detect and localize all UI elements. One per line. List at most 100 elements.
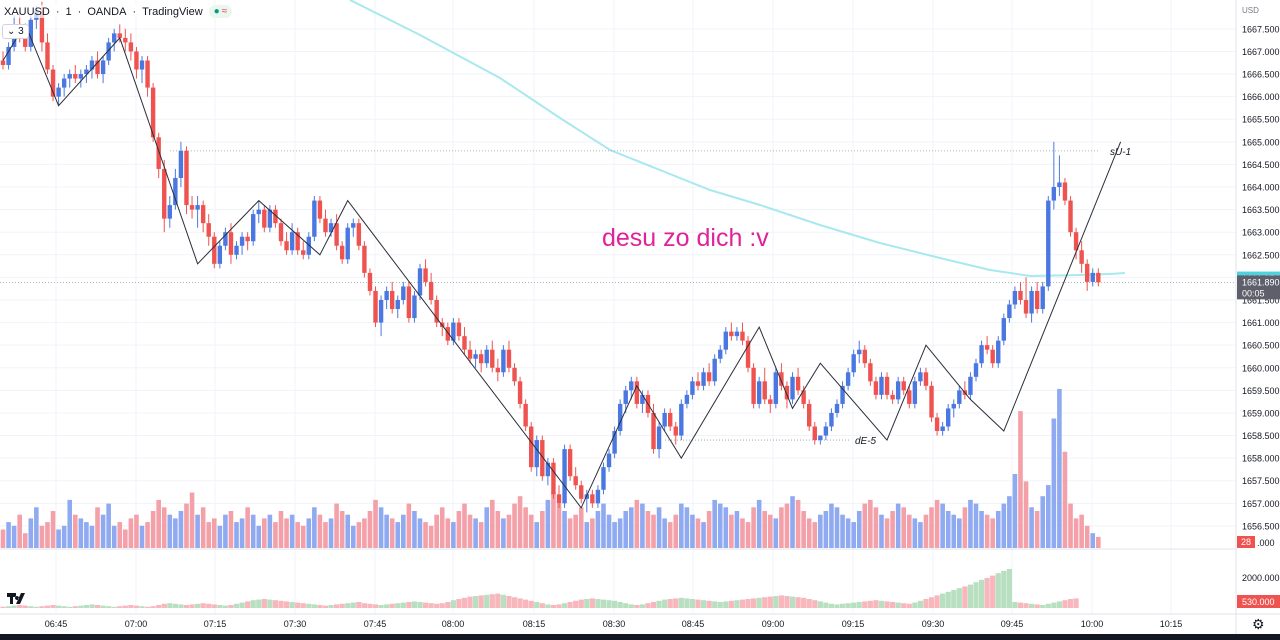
candle-body [606,453,612,468]
oscillator-bar [345,603,351,608]
oscillator-bar [990,575,996,608]
oscillator-bar [272,600,279,608]
oscillator-bar [122,605,128,608]
volume-bar [1068,503,1073,548]
candle-body [773,372,779,404]
volume-bar [962,507,968,548]
candle-body [289,232,295,251]
oscillator-bar [172,603,178,608]
candle-body [934,417,940,432]
volume-bar [345,514,351,548]
volume-bar [39,525,45,548]
candle-body [823,426,829,436]
volume-bar [523,507,528,548]
candle-body [567,449,573,477]
candle-body [690,381,695,395]
volume-bar [551,492,556,548]
oscillator-bar [306,603,312,608]
volume-bar [706,511,712,548]
oscillator-bar [233,603,240,608]
chart-annotation[interactable]: desu zo dich :v [602,224,769,252]
bottom-bar [0,634,1280,640]
candle-body [351,223,356,228]
oscillator-bar [167,603,173,608]
oscillator-bar [228,605,234,608]
interval[interactable]: 1 [65,5,72,18]
candle-body [200,205,206,224]
oscillator-bar [467,596,473,608]
oscillator-bar [634,605,640,608]
volume-bar [584,522,590,548]
volume-bar [484,507,490,548]
time-tick-label: 08:30 [603,619,626,629]
volume-bar [812,522,818,548]
volume-bar [868,499,873,548]
candle-body [195,205,200,210]
indicators-toggle[interactable]: ⌄ 3 [2,24,29,39]
volume-bar [556,503,562,548]
oscillator-bar [150,606,156,608]
volume-bar [945,511,951,548]
oscillator-bar [556,604,562,608]
gear-icon[interactable]: ⚙ [1252,616,1265,632]
oscillator-bar [545,604,551,608]
volume-tag [1237,536,1255,548]
price-axis[interactable]: 1667.500 1667.000 1666.500 1666.000 1665.500… [1235,0,1280,640]
candle-body [428,281,434,300]
candle-body [745,340,751,368]
oscillator-bar [283,601,290,608]
candle-body [384,290,389,300]
volume-bar [1012,474,1018,548]
volume-bar [567,518,573,548]
candle-body [395,299,400,310]
volume-bar [979,511,984,548]
oscillator-bar [189,604,195,608]
volume-bar [1090,533,1096,548]
market-status-badge[interactable]: ● ≈ [208,5,233,18]
oscillator-bar [884,601,890,608]
volume-bar [534,522,540,548]
oscillator-bar [778,595,784,608]
candle-body [239,236,245,246]
osc-value-tag [1237,595,1280,608]
candle-body [245,236,250,242]
oscillator-bar [5,606,12,608]
candle-body [78,74,84,79]
volume-bar [734,511,740,548]
candle-body [984,345,990,350]
candle-body [679,403,684,436]
volume-bar [1023,481,1029,548]
oscillator-bar [684,598,690,608]
oscillator-bar [862,601,868,608]
candle-body [117,33,122,38]
oscillator-bar [389,603,395,608]
candle-body [328,223,334,233]
volume-bar [1045,485,1051,548]
volume-bar [439,507,445,548]
oscillator-bar [528,600,534,608]
price-tick-label: 1658.000 [1242,454,1280,464]
oscillator-bar [584,599,590,608]
oscillator-bar [72,606,78,608]
volume-bar [89,525,95,548]
candle-body [339,245,345,260]
symbol-name[interactable]: XAUUSD [4,5,50,18]
tradingview-logo-icon[interactable] [6,590,28,606]
price-tick-label: 1661.000 [1242,318,1280,328]
volume-bar [1040,496,1046,548]
oscillator-bar [78,605,84,608]
status-dot-icon: ● [213,6,220,17]
volume-bar [406,503,412,548]
candle-body [540,440,545,477]
time-axis[interactable]: 06:45 07:00 07:15 07:30 07:45 08:00 08:15 08:30… [0,613,1280,640]
volume-bar [273,522,278,548]
volume-bar [856,511,862,548]
volume-bar [278,511,284,548]
oscillator-bar [239,602,245,608]
time-tick-label: 10:00 [1081,619,1104,629]
oscillator-bar [962,586,968,608]
oscillator-bar [645,603,651,608]
oscillator-bar [967,584,974,608]
candle-body [617,403,623,432]
